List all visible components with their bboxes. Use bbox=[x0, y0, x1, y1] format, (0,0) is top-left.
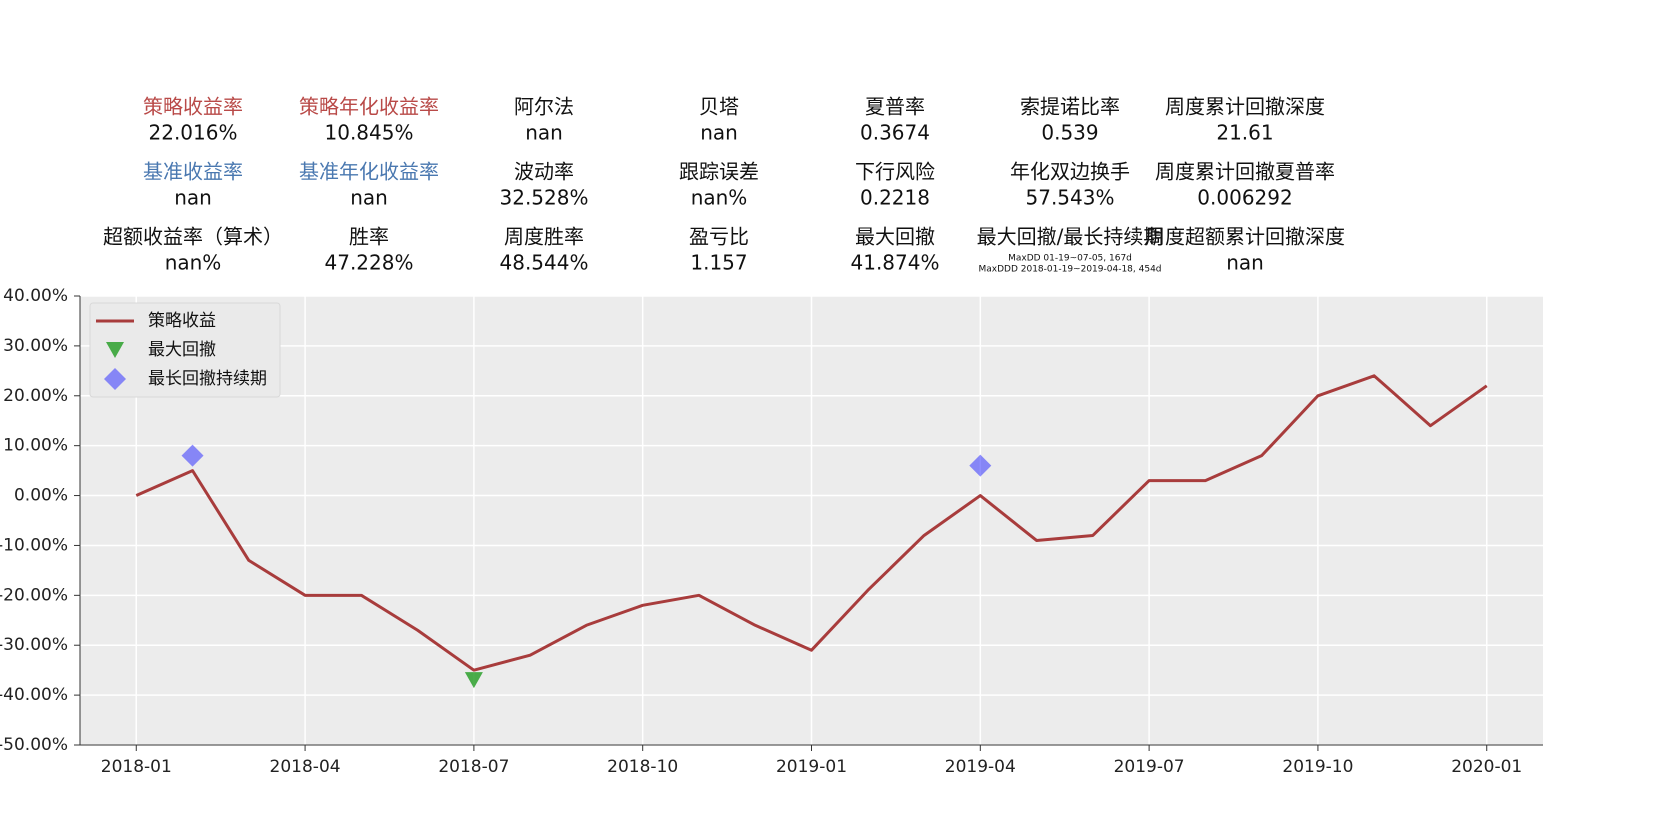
metric-value: nan% bbox=[165, 251, 222, 275]
y-tick-label: 40.00% bbox=[3, 286, 68, 306]
legend-box bbox=[89, 302, 281, 398]
y-tick-label: -20.00% bbox=[0, 585, 68, 605]
metric-value: 48.544% bbox=[500, 251, 589, 275]
metric-value: 47.228% bbox=[325, 251, 414, 275]
metric-value: nan% bbox=[691, 186, 748, 210]
metric-label: 阿尔法 bbox=[514, 95, 574, 119]
metric-label: 年化双边换手 bbox=[1010, 160, 1130, 184]
metric-value: nan bbox=[350, 186, 388, 210]
metric-value: 41.874% bbox=[851, 251, 940, 275]
metric-label: 超额收益率（算术） bbox=[103, 225, 283, 249]
metric-label: 周度超额累计回撤深度 bbox=[1145, 225, 1345, 249]
x-tick-label: 2019-01 bbox=[776, 757, 847, 777]
metric-value: 1.157 bbox=[690, 251, 747, 275]
metric-value: 0.2218 bbox=[860, 186, 930, 210]
strategy-line bbox=[135, 374, 1488, 672]
metric-label: 策略年化收益率 bbox=[299, 95, 439, 119]
metric-label: 贝塔 bbox=[699, 95, 739, 119]
metric-label: 周度累计回撤深度 bbox=[1165, 95, 1325, 119]
metric-value: nan bbox=[174, 186, 212, 210]
y-tick-label: 10.00% bbox=[3, 436, 68, 456]
metric-value: 0.006292 bbox=[1197, 186, 1292, 210]
metric-value: 22.016% bbox=[149, 121, 238, 145]
duration-marker bbox=[969, 454, 992, 477]
metric-label: 下行风险 bbox=[855, 160, 935, 184]
metric-label: 周度累计回撤夏普率 bbox=[1155, 160, 1335, 184]
drawdown-marker bbox=[464, 672, 483, 689]
x-tick-label: 2020-01 bbox=[1451, 757, 1522, 777]
metric-value: nan bbox=[700, 121, 738, 145]
metric-label: 基准收益率 bbox=[143, 160, 243, 184]
x-tick-label: 2018-10 bbox=[607, 757, 678, 777]
y-tick-label: -40.00% bbox=[0, 685, 68, 705]
legend-marker bbox=[106, 342, 124, 358]
y-tick-label: -30.00% bbox=[0, 635, 68, 655]
metric-note: MaxDD 01-19~07-05, 167d bbox=[1008, 254, 1132, 264]
metric-value: 57.543% bbox=[1026, 186, 1115, 210]
metric-value: nan bbox=[525, 121, 563, 145]
metric-label: 盈亏比 bbox=[689, 225, 749, 249]
metric-label: 周度胜率 bbox=[504, 225, 584, 249]
legend-label: 最长回撤持续期 bbox=[148, 369, 267, 389]
y-tick-label: 20.00% bbox=[3, 386, 68, 406]
x-tick-label: 2019-10 bbox=[1282, 757, 1353, 777]
metric-value: 32.528% bbox=[500, 186, 589, 210]
x-tick-label: 2019-04 bbox=[945, 757, 1016, 777]
metric-label: 胜率 bbox=[349, 225, 389, 249]
y-tick-label: -50.00% bbox=[0, 735, 68, 755]
metric-label: 跟踪误差 bbox=[679, 160, 759, 184]
x-tick-label: 2018-01 bbox=[101, 757, 172, 777]
metric-label: 波动率 bbox=[514, 160, 574, 184]
metric-label: 夏普率 bbox=[865, 95, 925, 119]
metric-value: 10.845% bbox=[325, 121, 414, 145]
x-tick-label: 2018-04 bbox=[270, 757, 341, 777]
x-tick-label: 2019-07 bbox=[1114, 757, 1185, 777]
metric-label: 索提诺比率 bbox=[1020, 95, 1120, 119]
metric-value: 21.61 bbox=[1216, 121, 1273, 145]
legend-label: 策略收益 bbox=[148, 311, 216, 331]
metric-note: MaxDDD 2018-01-19~2019-04-18, 454d bbox=[978, 265, 1161, 275]
y-tick-label: 0.00% bbox=[14, 486, 68, 506]
metric-label: 策略收益率 bbox=[143, 95, 243, 119]
metric-value: 0.3674 bbox=[860, 121, 930, 145]
legend-marker bbox=[104, 368, 126, 390]
metric-label: 最大回撤 bbox=[855, 225, 935, 249]
legend-label: 最大回撤 bbox=[148, 340, 216, 360]
metric-value: 0.539 bbox=[1041, 121, 1098, 145]
metric-label: 最大回撤/最长持续期 bbox=[977, 225, 1164, 249]
x-tick-label: 2018-07 bbox=[438, 757, 509, 777]
duration-marker bbox=[181, 444, 204, 467]
metric-label: 基准年化收益率 bbox=[299, 160, 439, 184]
y-tick-label: 30.00% bbox=[3, 336, 68, 356]
metric-value: nan bbox=[1226, 251, 1264, 275]
y-tick-label: -10.00% bbox=[0, 535, 68, 555]
